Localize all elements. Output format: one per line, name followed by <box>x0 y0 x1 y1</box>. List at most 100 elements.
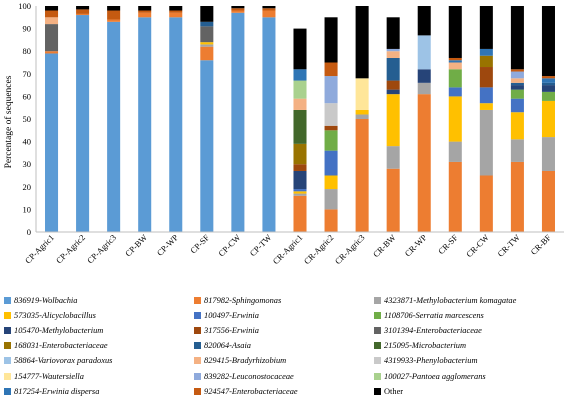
bar-segment-cr-cw-s7 <box>479 67 493 88</box>
legend-label-5: 1108706-Serratia marcescens <box>384 310 484 320</box>
bar-segment-cr-cw-s18 <box>479 48 493 56</box>
bar-segment-cp-sf-s2 <box>200 44 214 47</box>
bar-segment-cp-sf-s8 <box>200 26 214 43</box>
bar-segment-cp-tw-s19 <box>262 8 276 11</box>
legend-swatch-18 <box>4 387 11 395</box>
legend-label-20: Other <box>384 386 404 396</box>
bar-segment-cr-tw-s1 <box>510 161 524 232</box>
bar-segment-cr-agric2-s14 <box>324 103 338 126</box>
bar-segment-cr-agric1-s18 <box>293 69 307 81</box>
y-tick-label-50: 50 <box>23 114 32 124</box>
legend-item-10: 820064-Asaia <box>194 340 251 352</box>
x-tick-label-cr-bf: CR-BF <box>528 232 553 257</box>
legend-item-12: 58864-Variovorax paradoxus <box>4 355 112 367</box>
x-tick-label-cr-wp: CR-WP <box>403 232 429 258</box>
legend-item-7: 317556-Erwinia <box>194 324 259 336</box>
y-axis: 0 10 20 30 40 50 60 70 80 90 100 <box>18 1 37 237</box>
legend-label-0: 836919-Wolbachia <box>14 295 78 305</box>
legend-label-2: 4323871-Methylobacterium komagatae <box>384 295 517 305</box>
bar-segment-cr-sf-s13 <box>448 62 462 70</box>
legend-item-15: 154777-Wautersiella <box>4 370 84 382</box>
bar-segment-cr-agric1-s3 <box>293 191 307 194</box>
legend-swatch-0 <box>4 296 11 304</box>
bar-segment-cr-sf-s1 <box>448 161 462 232</box>
bar-segment-cp-tw-s1 <box>262 10 276 18</box>
legend-swatch-14 <box>374 357 381 365</box>
bar-segment-cr-agric2-s16 <box>324 76 338 104</box>
y-tick-label-0: 0 <box>27 227 31 237</box>
legend-swatch-17 <box>374 372 381 380</box>
legend-label-6: 105470-Methylobacterium <box>14 325 104 335</box>
legend-label-17: 100027-Pantoea agglomerans <box>384 371 486 381</box>
bar-segment-cr-cw-s4 <box>479 87 493 104</box>
bar-segment-cr-agric1-s2 <box>293 193 307 196</box>
bar-segment-cr-agric2-s5 <box>324 130 338 151</box>
legend-item-19: 924547-Enterobacteriaceae <box>194 385 298 397</box>
y-tick-label-80: 80 <box>23 46 32 56</box>
bar-segment-cr-tw-s20 <box>510 6 524 70</box>
bar-segment-cp-agric2-s0 <box>76 15 90 233</box>
bar-segment-cp-sf-s20 <box>200 6 214 22</box>
bar-segment-cr-sf-s20 <box>448 6 462 58</box>
bar-segment-cr-agric2-s3 <box>324 175 338 190</box>
bar-segment-cr-agric1-s1 <box>293 195 307 232</box>
bar-segment-cr-agric2-s20 <box>324 17 338 63</box>
bar-segment-cr-tw-s3 <box>510 112 524 140</box>
bars-group <box>45 6 555 233</box>
bar-segment-cr-tw-s6 <box>510 85 524 90</box>
bar-segment-cr-agric1-s20 <box>293 28 307 70</box>
bar-segment-cr-bw-s7 <box>386 80 400 90</box>
legend-item-17: 100027-Pantoea agglomerans <box>374 370 486 382</box>
bar-segment-cr-sf-s4 <box>448 87 462 97</box>
bar-segment-cr-tw-s13 <box>510 78 524 83</box>
bar-segment-cp-agric2-s19 <box>76 9 90 14</box>
bar-segment-cp-tw-s20 <box>262 6 276 9</box>
bar-segment-cr-agric2-s2 <box>324 189 338 210</box>
legend-item-11: 215095-Microbacterium <box>374 340 466 352</box>
bar-segment-cr-bw-s3 <box>386 94 400 147</box>
bar-segment-cp-agric3-s1 <box>107 19 121 22</box>
y-tick-label-30: 30 <box>23 159 32 169</box>
bar-segment-cr-cw-s20 <box>479 6 493 49</box>
bar-segment-cp-agric3-s0 <box>107 21 121 232</box>
legend-label-8: 3101394-Enterobacteriaceae <box>384 325 482 335</box>
bar-segment-cr-sf-s18 <box>448 60 462 63</box>
bar-segment-cp-sf-s1 <box>200 46 214 61</box>
bar-segment-cp-cw-s1 <box>231 10 245 13</box>
bar-segment-cp-bw-s20 <box>138 6 152 11</box>
x-tick-label-cp-wp: CP-WP <box>155 232 181 258</box>
x-tick-label-cp-tw: CP-TW <box>248 232 274 258</box>
bar-segment-cr-sf-s2 <box>448 141 462 162</box>
legend-swatch-16 <box>194 372 201 380</box>
x-tick-label-cr-agric1: CR-Agric1 <box>271 232 305 266</box>
legend-swatch-6 <box>4 326 11 334</box>
legend-swatch-12 <box>4 357 11 365</box>
bar-segment-cp-wp-s0 <box>169 17 183 232</box>
legend-label-16: 839282-Leuconostocaceae <box>204 371 294 381</box>
bar-segment-cr-bf-s2 <box>541 137 555 171</box>
legend-swatch-5 <box>374 311 381 319</box>
bar-segment-cp-sf-s10 <box>200 21 214 27</box>
legend-swatch-10 <box>194 342 201 350</box>
bar-segment-cp-agric1-s1 <box>45 51 59 54</box>
bar-segment-cp-agric1-s19 <box>45 10 59 18</box>
legend-item-16: 839282-Leuconostocaceae <box>194 370 294 382</box>
bar-segment-cr-wp-s1 <box>417 94 431 232</box>
bar-segment-cp-sf-s0 <box>200 60 214 232</box>
legend-label-9: 168031-Enterobacteriaceae <box>14 341 108 351</box>
x-tick-label-cp-agric3: CP-Agric3 <box>85 232 118 265</box>
bar-segment-cr-cw-s1 <box>479 175 493 232</box>
bar-segment-cr-agric2-s19 <box>324 62 338 77</box>
legend-label-13: 829415-Bradyrhizobium <box>204 356 287 366</box>
bar-segment-cr-wp-s12 <box>417 35 431 70</box>
legend-label-4: 100497-Erwinia <box>204 310 259 320</box>
bar-segment-cp-agric2-s1 <box>76 13 90 16</box>
bar-segment-cr-cw-s9 <box>479 55 493 68</box>
y-tick-label-90: 90 <box>23 24 32 34</box>
legend-label-7: 317556-Erwinia <box>204 325 259 335</box>
x-tick-label-cp-agric2: CP-Agric2 <box>54 232 87 265</box>
x-tick-label-cp-cw: CP-CW <box>216 232 242 258</box>
x-tick-label-cr-agric2: CR-Agric2 <box>302 232 336 266</box>
